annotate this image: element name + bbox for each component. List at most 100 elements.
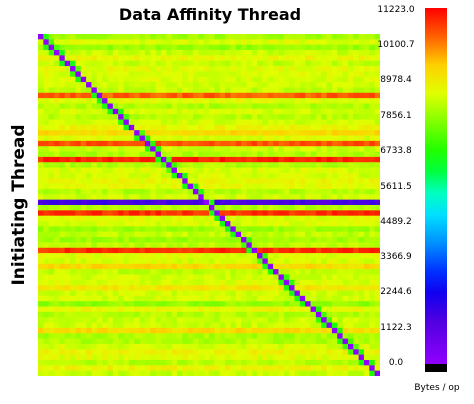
heatmap-cell [128, 343, 135, 350]
heatmap-cell [43, 306, 50, 313]
heatmap-cell [107, 349, 114, 356]
heatmap-diagonal-cell [326, 322, 333, 329]
heatmap-cell [192, 87, 199, 94]
heatmap-cell [182, 311, 189, 318]
heatmap-cell [262, 333, 269, 339]
heatmap-cell [299, 146, 306, 152]
heatmap-cell [353, 242, 360, 249]
heatmap-cell [96, 221, 103, 227]
heatmap-diagonal-cell [182, 178, 189, 185]
heatmap-cell [326, 44, 333, 51]
heatmap-cell [214, 66, 221, 72]
heatmap-cell [192, 343, 199, 350]
heatmap-cell [182, 231, 189, 238]
heatmap-cell [347, 295, 354, 302]
heatmap-cell [171, 370, 178, 376]
heatmap-cell [225, 135, 231, 142]
heatmap-diagonal-cell [192, 188, 199, 195]
heatmap-cell [326, 274, 333, 281]
heatmap-cell [128, 140, 135, 147]
heatmap-cell [369, 135, 376, 142]
heatmap-cell [219, 279, 226, 286]
heatmap-cell [347, 258, 354, 265]
heatmap-cell [219, 301, 226, 307]
heatmap-cell [257, 66, 263, 72]
heatmap-cell [198, 82, 205, 88]
heatmap-cell [331, 98, 338, 104]
heatmap-diagonal-cell [80, 76, 87, 83]
heatmap-cell [230, 354, 237, 361]
heatmap-cell [70, 306, 76, 313]
heatmap-cell [155, 359, 162, 366]
heatmap-cell [118, 311, 124, 318]
heatmap-cell [331, 39, 338, 46]
heatmap-cell [321, 253, 327, 259]
heatmap-cell [203, 124, 210, 131]
heatmap-cell [347, 178, 354, 185]
heatmap-cell [305, 103, 311, 110]
heatmap-cell [203, 172, 210, 179]
heatmap-cell [86, 210, 92, 217]
heatmap-cell [187, 327, 194, 334]
heatmap-cell [192, 119, 199, 126]
heatmap-cell [267, 76, 274, 83]
heatmap-cell [150, 263, 156, 270]
heatmap-cell [267, 162, 274, 168]
heatmap-cell [342, 322, 349, 329]
heatmap-cell [225, 162, 231, 168]
heatmap-cell [353, 82, 360, 88]
heatmap-cell [214, 76, 221, 83]
heatmap-cell [246, 263, 253, 270]
heatmap-cell [331, 274, 338, 281]
heatmap-cell [187, 114, 194, 120]
heatmap-cell [289, 87, 295, 94]
heatmap-cell [214, 114, 221, 120]
heatmap-cell [369, 124, 376, 131]
heatmap-cell [150, 66, 156, 72]
heatmap-cell [305, 231, 311, 238]
heatmap-cell [310, 66, 317, 72]
heatmap-cell [273, 71, 279, 78]
heatmap-cell [171, 333, 178, 339]
heatmap-cell [144, 322, 151, 329]
heatmap-cell [134, 82, 140, 88]
heatmap-cell [310, 317, 317, 323]
heatmap-cell [176, 76, 183, 83]
heatmap-cell [102, 71, 108, 78]
heatmap-cell [209, 370, 215, 376]
heatmap-cell [294, 306, 301, 313]
heatmap-cell [91, 178, 98, 185]
heatmap-cell [246, 301, 253, 307]
heatmap-cell [118, 92, 124, 99]
heatmap-cell [225, 290, 231, 297]
heatmap-cell [337, 183, 343, 190]
heatmap-cell [353, 162, 360, 168]
heatmap-cell [86, 103, 92, 110]
heatmap-cell [358, 87, 365, 94]
heatmap-cell [134, 178, 140, 185]
heatmap-cell [112, 162, 119, 168]
heatmap-cell [267, 349, 274, 356]
heatmap-cell [38, 215, 44, 222]
heatmap-cell [353, 370, 360, 376]
heatmap-cell [134, 135, 140, 142]
heatmap-cell [257, 92, 263, 99]
heatmap-cell [107, 114, 114, 120]
heatmap-cell [235, 226, 242, 233]
heatmap-cell [299, 188, 306, 195]
heatmap-cell [353, 124, 360, 131]
heatmap-cell [251, 295, 258, 302]
heatmap-cell [235, 156, 242, 163]
heatmap-cell [155, 194, 162, 201]
heatmap-cell [273, 253, 279, 259]
heatmap-cell [273, 183, 279, 190]
heatmap-cell [241, 162, 247, 168]
heatmap-cell [171, 146, 178, 152]
heatmap-cell [192, 226, 199, 233]
heatmap-cell [225, 39, 231, 46]
heatmap-cell [86, 178, 92, 185]
heatmap-cell [358, 146, 365, 152]
heatmap-cell [43, 258, 50, 265]
heatmap-cell [70, 87, 76, 94]
heatmap-cell [342, 98, 349, 104]
